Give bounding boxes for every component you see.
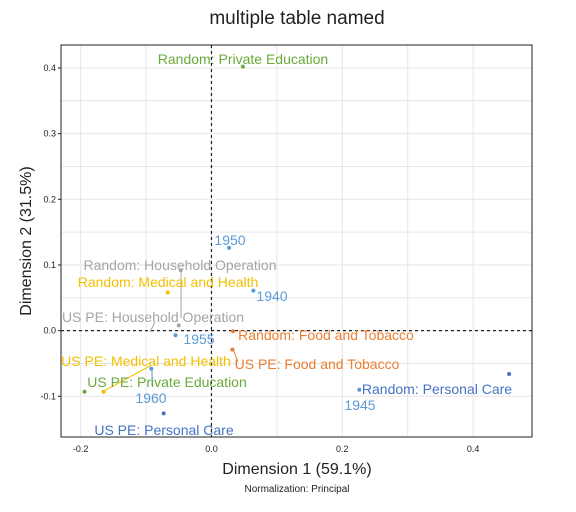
y-tick-label: 0.0 [43,326,56,336]
data-point [82,389,87,394]
y-tick-label: -0.1 [40,391,56,401]
x-tick-label: -0.2 [73,444,89,454]
point-label: Random: Medical and Health [78,274,259,290]
point-label: US PE: Household Operation [62,309,244,325]
y-axis-ticks: -0.1 0.0 0.1 0.2 0.3 0.4 [40,63,61,401]
label-connectors [103,270,239,392]
x-tick-label: 0.0 [205,444,218,454]
point-label: 1955 [183,331,214,347]
data-point [230,347,235,352]
y-tick-label: 0.2 [43,194,56,204]
point-label: US PE: Medical and Health [61,353,231,369]
x-axis-label: Dimension 1 (59.1%) [222,461,371,478]
data-point [227,245,232,250]
data-point [357,387,362,392]
data-point [165,290,170,295]
point-label: Random: Private Education [158,51,328,67]
grid [61,45,532,437]
point-label: Random: Household Operation [83,257,276,273]
data-point [101,389,106,394]
y-tick-label: 0.4 [43,63,56,73]
point-label: 1960 [135,390,166,406]
data-point [176,323,181,328]
data-point [240,64,245,69]
point-label: Random: Personal Care [362,381,512,397]
label-connector [232,348,239,363]
data-point [251,288,256,293]
data-point [173,333,178,338]
label-connector [149,321,156,333]
y-tick-label: 0.1 [43,260,56,270]
zero-reference-lines [61,45,532,437]
point-label: US PE: Private Education [87,374,247,390]
point-label: 1940 [256,288,287,304]
label-connector [103,365,151,392]
x-tick-label: 0.4 [467,444,480,454]
point-label: 1945 [344,397,375,413]
normalization-note: Normalization: Principal [244,484,349,495]
data-points [82,64,512,416]
data-point [161,411,166,416]
point-label: US PE: Food and Tobacco [235,356,400,372]
data-point [149,366,154,371]
data-point [507,371,512,376]
point-labels: Random: Private Education19501940Random:… [61,51,512,438]
y-tick-label: 0.3 [43,129,56,139]
x-tick-label: 0.2 [336,444,349,454]
point-label: US PE: Personal Care [94,422,233,438]
plot-frame [60,44,533,438]
y-axis-label: Dimension 2 (31.5%) [18,166,35,315]
data-point [231,329,236,334]
point-label: Random: Food and Tobacco [238,327,414,343]
chart-title: multiple table named [209,8,384,29]
data-point [178,268,183,273]
x-axis-ticks: -0.2 0.0 0.2 0.4 [73,444,480,454]
point-label: 1950 [214,232,245,248]
